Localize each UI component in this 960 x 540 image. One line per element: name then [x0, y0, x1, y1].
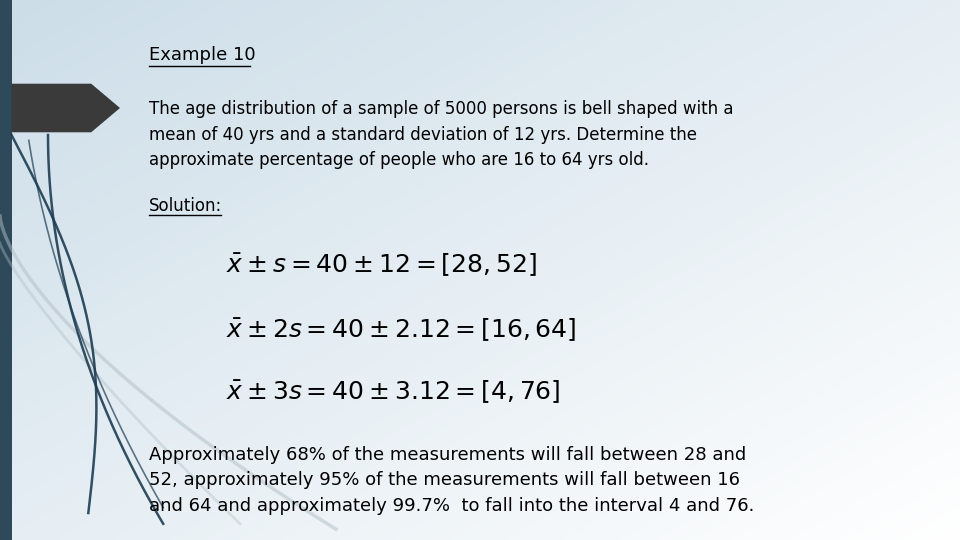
Bar: [0, 0, 12, 540]
Text: The age distribution of a sample of 5000 persons is bell shaped with a
mean of 4: The age distribution of a sample of 5000…: [149, 100, 733, 170]
Text: Approximately 68% of the measurements will fall between 28 and
52, approximately: Approximately 68% of the measurements wi…: [149, 446, 755, 515]
Text: $\bar{x} \pm s = 40 \pm 12 = [28, 52]$: $\bar{x} \pm s = 40 \pm 12 = [28, 52]$: [226, 251, 537, 278]
Polygon shape: [12, 84, 120, 132]
Text: Solution:: Solution:: [149, 197, 222, 215]
Text: $\bar{x} \pm 3s = 40 \pm 3.12 = [4, 76]$: $\bar{x} \pm 3s = 40 \pm 3.12 = [4, 76]$: [226, 378, 560, 405]
Text: $\bar{x} \pm 2s = 40 \pm 2.12 = [16, 64]$: $\bar{x} \pm 2s = 40 \pm 2.12 = [16, 64]…: [226, 316, 576, 343]
Text: Example 10: Example 10: [149, 46, 255, 64]
